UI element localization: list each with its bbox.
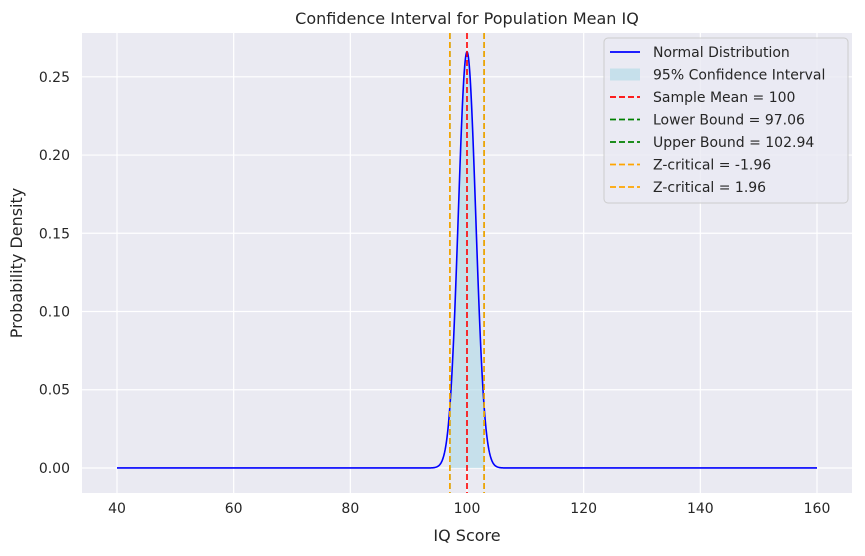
legend-box [603, 37, 849, 204]
x-tick-label: 140 [687, 501, 714, 517]
vertical-lines [449, 33, 485, 493]
x-tick-label: 80 [341, 501, 359, 517]
x-tick-label: 120 [570, 501, 597, 517]
legend-label: Sample Mean = 100 [653, 90, 795, 106]
chart-title: Confidence Interval for Population Mean … [295, 9, 639, 28]
legend: Normal Distribution 95% Confidence Interv… [603, 37, 849, 204]
legend-label: Z-critical = 1.96 [653, 180, 766, 196]
legend-swatch [610, 68, 640, 81]
x-tick-label: 60 [225, 501, 243, 517]
y-tick-label: 0.10 [39, 305, 70, 321]
y-tick-label: 0.20 [39, 148, 70, 164]
y-tick-label: 0.15 [39, 226, 70, 242]
y-ticks: 0.00 0.05 0.10 0.15 0.20 0.25 [39, 70, 70, 477]
legend-label: 95% Confidence Interval [653, 68, 825, 84]
y-tick-label: 0.25 [39, 70, 70, 86]
x-tick-label: 100 [454, 501, 481, 517]
legend-label: Lower Bound = 97.06 [653, 113, 805, 129]
legend-label: Z-critical = -1.96 [653, 158, 771, 174]
legend-label: Normal Distribution [653, 45, 790, 61]
x-tick-label: 40 [108, 501, 126, 517]
y-tick-label: 0.05 [39, 383, 70, 399]
y-tick-label: 0.00 [39, 461, 70, 477]
x-tick-label: 160 [804, 501, 831, 517]
legend-label: Upper Bound = 102.94 [653, 135, 814, 151]
y-axis-label: Probability Density [7, 188, 26, 339]
x-axis-label: IQ Score [433, 526, 500, 545]
x-ticks: 40 60 80 100 120 140 160 [108, 501, 830, 517]
